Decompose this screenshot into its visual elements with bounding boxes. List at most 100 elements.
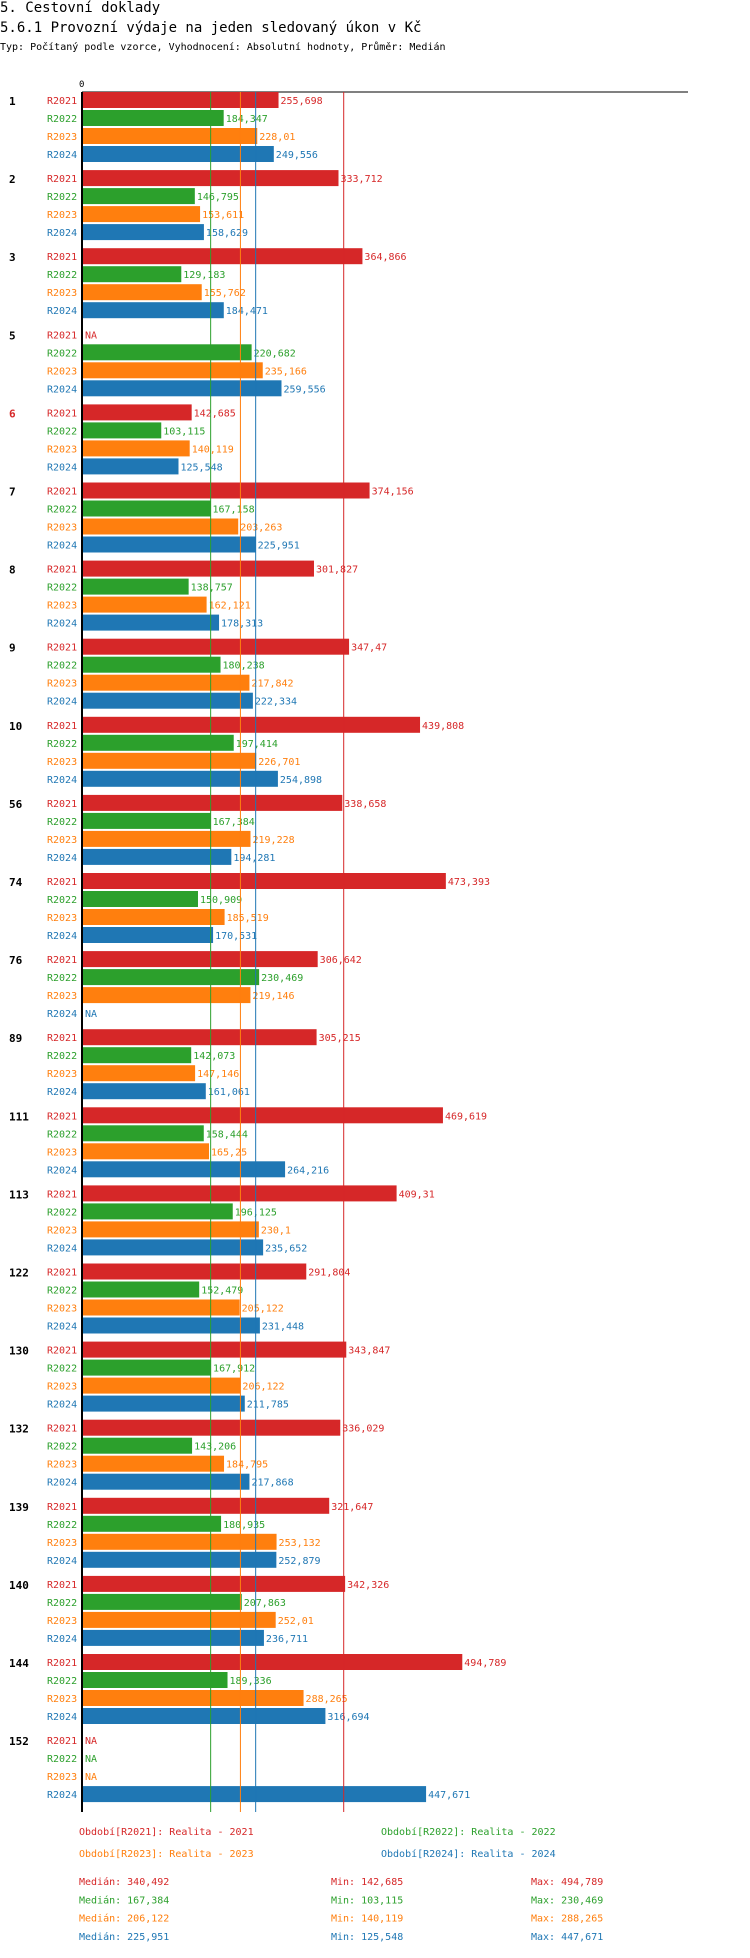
stat-median-r2023: Medián: 206,122 bbox=[79, 1913, 169, 1925]
bar-140-r2021 bbox=[82, 1575, 346, 1592]
series-label-1-r2021: R2021 bbox=[47, 96, 77, 107]
data-label-6-r2021: 142,685 bbox=[194, 408, 236, 419]
group-label-8: 8 bbox=[9, 564, 16, 577]
group-label-5: 5 bbox=[9, 329, 16, 342]
series-label-56-r2021: R2021 bbox=[47, 799, 77, 810]
series-label-130-r2023: R2023 bbox=[47, 1382, 77, 1393]
series-label-76-r2021: R2021 bbox=[47, 955, 77, 966]
data-label-1-r2022: 184,347 bbox=[226, 114, 268, 125]
series-label-6-r2023: R2023 bbox=[47, 444, 77, 455]
series-label-139-r2023: R2023 bbox=[47, 1538, 77, 1549]
series-label-8-r2021: R2021 bbox=[47, 565, 77, 576]
stat-max-r2024: Max: 447,671 bbox=[531, 1932, 603, 1943]
bar-144-r2023 bbox=[82, 1690, 304, 1706]
series-label-139-r2021: R2021 bbox=[47, 1502, 77, 1513]
data-label-130-r2022: 167,912 bbox=[213, 1364, 255, 1375]
series-label-9-r2024: R2024 bbox=[47, 697, 77, 708]
data-label-74-r2023: 185,519 bbox=[227, 913, 269, 924]
missing-label-76-r2024: NA bbox=[85, 1009, 97, 1020]
series-label-56-r2023: R2023 bbox=[47, 835, 77, 846]
series-label-7-r2023: R2023 bbox=[47, 523, 77, 534]
data-label-89-r2021: 305,215 bbox=[319, 1033, 361, 1044]
series-label-111-r2023: R2023 bbox=[47, 1147, 77, 1158]
data-label-130-r2021: 343,847 bbox=[348, 1346, 390, 1357]
group-label-2: 2 bbox=[9, 173, 16, 186]
series-label-132-r2021: R2021 bbox=[47, 1424, 77, 1435]
data-label-132-r2023: 184,795 bbox=[226, 1460, 268, 1471]
series-label-5-r2024: R2024 bbox=[47, 384, 77, 395]
bar-76-r2022 bbox=[82, 969, 260, 986]
series-label-76-r2024: R2024 bbox=[47, 1009, 77, 1020]
bar-144-r2021 bbox=[82, 1654, 463, 1670]
data-label-74-r2021: 473,393 bbox=[448, 877, 490, 888]
series-label-3-r2023: R2023 bbox=[47, 288, 77, 299]
stat-median-r2022: Medián: 167,384 bbox=[79, 1894, 169, 1906]
data-label-140-r2024: 236,711 bbox=[266, 1634, 308, 1645]
bar-3-r2021 bbox=[82, 248, 363, 265]
bar-76-r2023 bbox=[82, 987, 251, 1004]
series-label-9-r2021: R2021 bbox=[47, 643, 77, 654]
stat-max-r2023: Max: 288,265 bbox=[531, 1914, 603, 1925]
data-label-5-r2022: 220,682 bbox=[254, 348, 296, 359]
bar-130-r2022 bbox=[82, 1359, 212, 1376]
bar-140-r2022 bbox=[82, 1593, 242, 1610]
series-label-10-r2024: R2024 bbox=[47, 775, 77, 786]
data-label-74-r2022: 150,909 bbox=[200, 895, 242, 906]
data-label-113-r2021: 409,31 bbox=[399, 1189, 435, 1200]
data-label-2-r2022: 146,795 bbox=[197, 192, 239, 203]
series-label-130-r2021: R2021 bbox=[47, 1346, 77, 1357]
data-label-9-r2023: 217,842 bbox=[251, 679, 293, 690]
series-label-113-r2022: R2022 bbox=[47, 1207, 77, 1218]
group-label-9: 9 bbox=[9, 642, 16, 655]
group-label-10: 10 bbox=[9, 720, 22, 733]
data-label-111-r2024: 264,216 bbox=[287, 1165, 329, 1176]
bar-144-r2024 bbox=[82, 1708, 326, 1724]
bar-2-r2022 bbox=[82, 188, 195, 205]
series-label-132-r2022: R2022 bbox=[47, 1442, 77, 1453]
data-label-111-r2022: 158,444 bbox=[206, 1129, 248, 1140]
data-label-2-r2023: 153,611 bbox=[202, 210, 244, 221]
series-label-76-r2023: R2023 bbox=[47, 991, 77, 1002]
data-label-9-r2021: 347,47 bbox=[351, 643, 387, 654]
data-label-113-r2024: 235,652 bbox=[265, 1243, 307, 1254]
bar-6-r2024 bbox=[82, 458, 179, 475]
bar-144-r2022 bbox=[82, 1672, 228, 1688]
data-label-5-r2024: 259,556 bbox=[283, 384, 325, 395]
bar-130-r2023 bbox=[82, 1377, 241, 1394]
group-label-140: 140 bbox=[9, 1579, 29, 1592]
group-label-111: 111 bbox=[9, 1110, 29, 1123]
data-label-7-r2024: 225,951 bbox=[258, 541, 300, 552]
bar-122-r2022 bbox=[82, 1281, 200, 1298]
bar-9-r2024 bbox=[82, 692, 253, 709]
bar-89-r2024 bbox=[82, 1083, 206, 1100]
data-label-1-r2024: 249,556 bbox=[276, 150, 318, 161]
data-label-2-r2021: 333,712 bbox=[340, 174, 382, 185]
series-label-10-r2022: R2022 bbox=[47, 739, 77, 750]
data-label-6-r2024: 125,548 bbox=[180, 462, 222, 473]
data-label-10-r2022: 197,414 bbox=[236, 739, 278, 750]
bar-8-r2023 bbox=[82, 596, 207, 613]
bar-8-r2022 bbox=[82, 578, 189, 595]
stat-min-r2023: Min: 140,119 bbox=[331, 1914, 403, 1925]
series-label-7-r2024: R2024 bbox=[47, 541, 77, 552]
series-label-3-r2021: R2021 bbox=[47, 252, 77, 263]
series-label-132-r2023: R2023 bbox=[47, 1460, 77, 1471]
data-label-139-r2023: 253,132 bbox=[279, 1538, 321, 1549]
group-label-144: 144 bbox=[9, 1657, 29, 1670]
series-label-152-r2022: R2022 bbox=[47, 1754, 77, 1765]
bar-74-r2021 bbox=[82, 873, 446, 889]
bar-130-r2024 bbox=[82, 1395, 245, 1412]
bar-6-r2022 bbox=[82, 422, 162, 439]
bar-7-r2023 bbox=[82, 518, 239, 535]
bar-10-r2022 bbox=[82, 734, 234, 751]
series-label-122-r2021: R2021 bbox=[47, 1268, 77, 1279]
stat-min-r2022: Min: 103,115 bbox=[331, 1895, 403, 1906]
data-label-1-r2021: 255,698 bbox=[281, 96, 323, 107]
stat-min-r2021: Min: 142,685 bbox=[331, 1877, 403, 1888]
bar-5-r2024 bbox=[82, 380, 282, 397]
data-label-7-r2022: 167,158 bbox=[212, 505, 254, 516]
data-label-1-r2023: 228,01 bbox=[259, 132, 295, 143]
series-label-113-r2024: R2024 bbox=[47, 1243, 77, 1254]
bar-2-r2023 bbox=[82, 206, 201, 223]
bar-56-r2021 bbox=[82, 794, 343, 811]
